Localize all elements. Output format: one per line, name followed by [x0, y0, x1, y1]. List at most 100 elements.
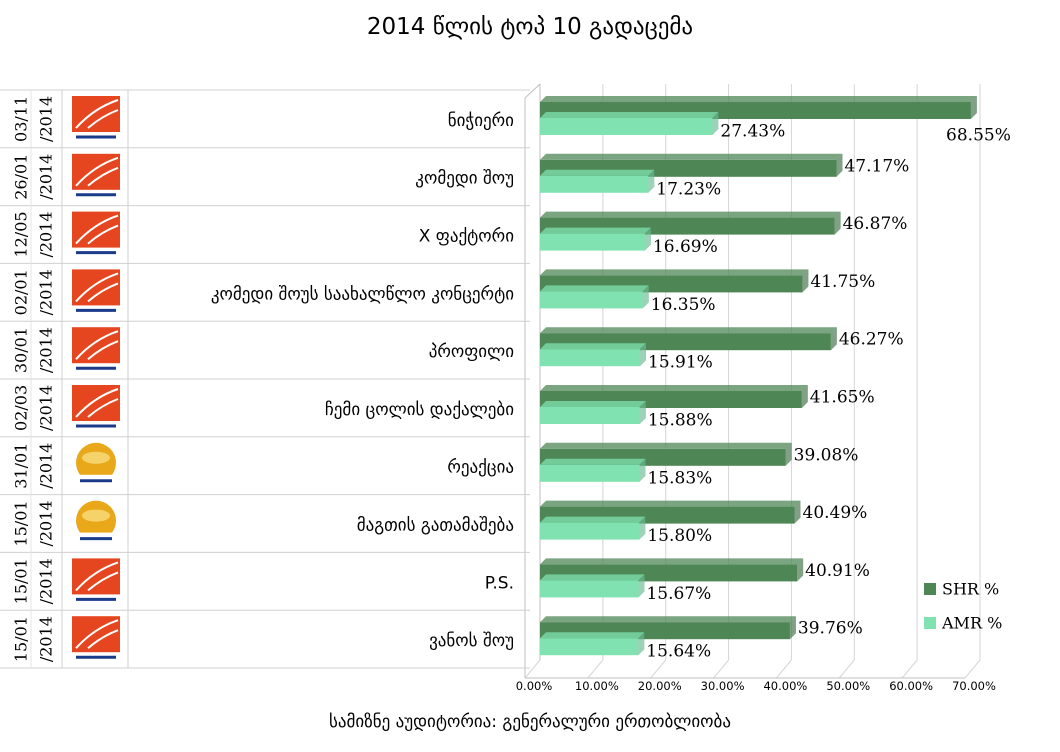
amr-bar-side-tint — [648, 169, 655, 193]
legend-swatch — [924, 583, 936, 595]
shr-data-label: 41.75% — [810, 272, 875, 292]
x-tick-label: 30.00% — [701, 679, 745, 693]
row-date-day: 30/01 — [12, 327, 31, 373]
gridline-floor-7 — [964, 659, 981, 679]
rustavi-2-logo-swoosh — [87, 224, 119, 245]
imedi-logo-highlight — [82, 451, 110, 464]
shr-bar-side-tint — [794, 500, 801, 524]
shr-bar-top — [540, 500, 801, 507]
shr-bar-top — [540, 211, 841, 218]
gridline-floor-6 — [901, 659, 918, 679]
amr-data-label: 15.80% — [647, 526, 712, 546]
row-program-name: პროფილი — [429, 342, 514, 362]
row-date-day: 02/01 — [12, 269, 31, 315]
row-program-name: P.S. — [485, 573, 514, 593]
amr-bar-top — [540, 516, 646, 523]
amr-data-label: 15.88% — [648, 411, 713, 431]
amr-bar — [540, 638, 639, 656]
shr-bar-side-tint — [836, 153, 843, 177]
imedi-logo-highlight — [82, 509, 110, 522]
rustavi-2-logo-swoosh — [75, 214, 119, 245]
row-date-day: 31/01 — [12, 443, 31, 489]
row-program-name: ნიჭიერი — [448, 111, 514, 131]
amr-data-label: 16.35% — [651, 295, 716, 315]
y-axis-depth-top — [524, 83, 541, 99]
rustavi-2-logo-swoosh — [87, 340, 119, 360]
shr-data-label: 46.27% — [839, 330, 904, 350]
row-program-name: კომედი შოუ — [415, 169, 514, 189]
shr-bar-side-tint — [830, 327, 837, 351]
row-date-year: /2014 — [37, 558, 56, 604]
row-date-year: /2014 — [37, 154, 56, 200]
gridline-floor-0 — [524, 659, 541, 679]
row-date-day: 15/01 — [12, 616, 31, 662]
shr-bar-side-tint — [789, 616, 796, 640]
amr-bar-side-tint — [639, 458, 646, 482]
amr-bar-top — [540, 227, 651, 234]
amr-bar-top — [540, 632, 645, 639]
shr-bar-side-tint — [801, 385, 808, 408]
rustavi-2-logo-swoosh — [75, 156, 119, 187]
shr-data-label: 68.55% — [946, 126, 1011, 146]
x-tick-label: 0.00% — [516, 679, 553, 693]
amr-bar-top — [540, 574, 645, 581]
amr-bar-side-tint — [638, 632, 645, 656]
x-tick-label: 50.00% — [826, 679, 870, 693]
gridline-floor-1 — [587, 659, 604, 679]
amr-data-label: 15.64% — [646, 642, 711, 662]
row-program-name: ვანოს შოუ — [429, 631, 514, 651]
row-date-year: /2014 — [37, 269, 56, 315]
shr-bar-top — [540, 269, 809, 276]
gridline-floor-5 — [838, 659, 855, 679]
row-program-name: X ფაქტორი — [419, 227, 514, 247]
row-program-name: კომედი შოუს საახალწლო კონცერტი — [211, 284, 514, 304]
shr-data-label: 46.87% — [843, 214, 908, 234]
amr-data-label: 27.43% — [720, 122, 785, 142]
row-date-day: 12/05 — [12, 211, 31, 257]
amr-bar — [540, 522, 640, 540]
amr-bar-side-tint — [639, 401, 646, 424]
x-tick-label: 40.00% — [763, 679, 807, 693]
shr-data-label: 40.91% — [805, 561, 870, 581]
rustavi-2-logo-swoosh — [75, 388, 119, 418]
rustavi-2-logo-swoosh — [75, 330, 119, 360]
amr-bar-top — [540, 343, 647, 350]
gridline-floor-2 — [650, 659, 667, 679]
rustavi-2-logo-swoosh — [75, 99, 119, 129]
rustavi-2-logo-swoosh — [87, 166, 119, 187]
amr-data-label: 15.91% — [648, 353, 713, 373]
shr-bar-side-tint — [785, 442, 792, 466]
amr-bar — [540, 175, 649, 193]
row-date-year: /2014 — [37, 500, 56, 546]
amr-bar — [540, 580, 639, 598]
shr-data-label: 39.76% — [798, 619, 863, 639]
legend-label: SHR % — [942, 580, 999, 599]
shr-data-label: 40.49% — [803, 503, 868, 523]
row-date-year: /2014 — [37, 443, 56, 489]
shr-bar-top — [540, 153, 843, 160]
rustavi-2-logo-swoosh — [87, 629, 119, 649]
row-program-name: მაგთის გათამაშება — [357, 516, 514, 536]
amr-bar-side-tint — [644, 227, 651, 251]
amr-data-label: 15.83% — [648, 468, 713, 488]
amr-bar — [540, 407, 640, 424]
chart-subtitle: სამიზნე აუდიტორია: გენერალური ერთობლიობა — [329, 712, 731, 732]
amr-bar-side-tint — [640, 343, 647, 367]
x-tick-label: 10.00% — [575, 679, 619, 693]
shr-bar-side-tint — [802, 269, 809, 293]
row-date-year: /2014 — [37, 327, 56, 373]
amr-bar — [540, 464, 640, 482]
row-date-day: 15/01 — [12, 500, 31, 546]
amr-bar — [540, 118, 713, 135]
shr-bar-top — [540, 327, 837, 334]
amr-bar — [540, 291, 643, 309]
row-date-day: 03/11 — [12, 96, 31, 142]
rustavi-2-logo-swoosh — [87, 398, 119, 418]
shr-bar-side-tint — [797, 558, 804, 582]
legend-label: AMR % — [941, 614, 1002, 633]
gridline-floor-4 — [776, 659, 792, 679]
shr-data-label: 41.65% — [810, 388, 875, 408]
amr-data-label: 15.67% — [646, 584, 711, 604]
row-date-day: 02/03 — [12, 385, 31, 431]
